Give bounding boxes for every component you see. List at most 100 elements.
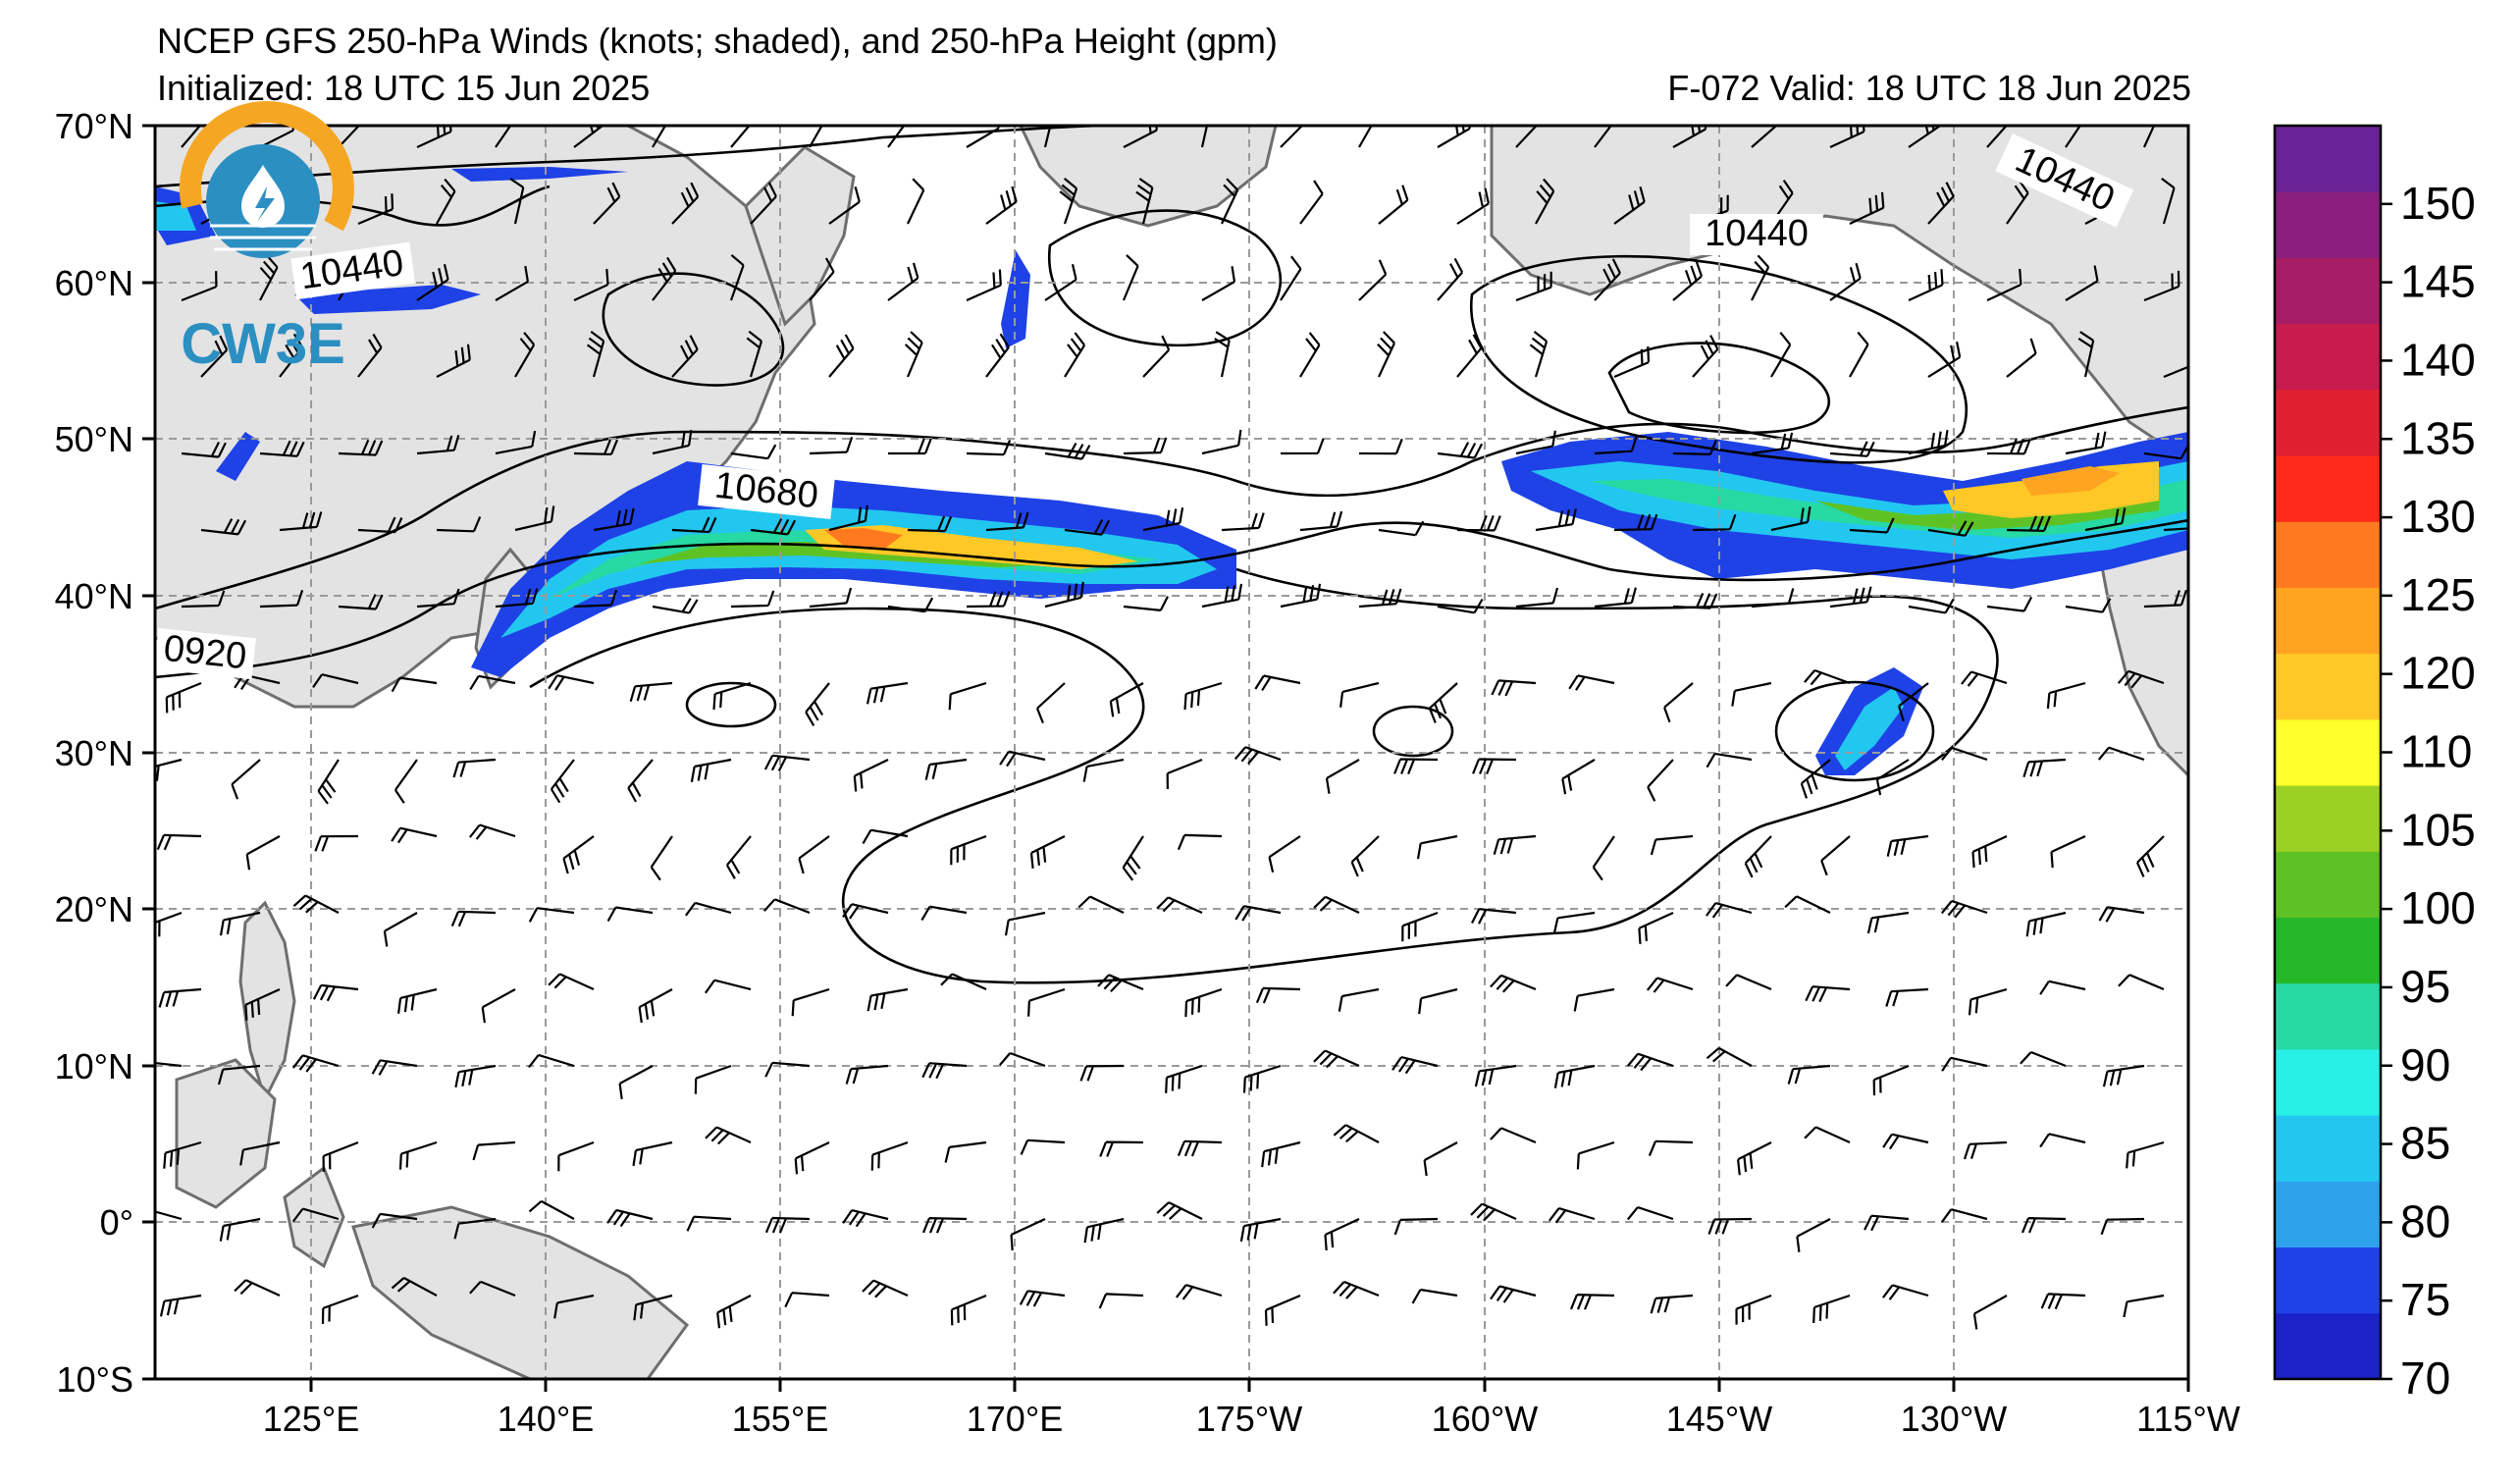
- wind-barb: [2020, 1050, 2067, 1068]
- colorbar-swatch: [2275, 982, 2381, 1050]
- wind-barb: [1177, 1139, 1223, 1157]
- cw3e-logo: CW3E: [179, 101, 354, 376]
- wind-barb: [1418, 987, 1458, 1015]
- wind-barb: [985, 511, 1029, 532]
- wind-barb: [452, 758, 497, 778]
- wind-barb: [391, 1277, 438, 1297]
- wind-barb: [155, 758, 183, 781]
- wind-barb: [1471, 908, 1517, 925]
- wind-barb: [1515, 271, 1552, 302]
- wind-barb: [200, 335, 229, 378]
- wind-barb: [1064, 518, 1111, 536]
- wind-barb: [1751, 432, 1794, 455]
- wind-barb: [1378, 520, 1425, 537]
- wind-barb: [950, 834, 987, 866]
- wind-barb: [1493, 834, 1537, 856]
- wind-barb: [1882, 1284, 1929, 1300]
- wind-barb: [1044, 264, 1077, 301]
- wind-barb: [809, 587, 853, 609]
- wind-barb: [2098, 906, 2145, 923]
- wind-barb: [725, 835, 752, 879]
- wind-barb: [1261, 1140, 1301, 1168]
- wind-barb: [1437, 126, 1471, 148]
- wind-barb: [1770, 332, 1792, 378]
- wind-barb: [159, 1294, 202, 1317]
- lat-label: 0°: [100, 1202, 133, 1243]
- wind-barb: [1646, 977, 1694, 993]
- wind-barb: [924, 758, 968, 780]
- wind-barb: [1796, 1218, 1831, 1252]
- wind-barb: [1804, 1126, 1851, 1144]
- wind-barb: [985, 185, 1018, 225]
- colorbar-tick-label: 125: [2400, 569, 2476, 620]
- wind-barb: [690, 758, 732, 782]
- wind-barb: [1908, 430, 1949, 455]
- wind-barb: [764, 1216, 811, 1234]
- wind-barb: [1177, 833, 1223, 851]
- wind-barb: [1490, 974, 1537, 993]
- wind-barb: [1800, 759, 1831, 799]
- wind-barb: [1986, 596, 2033, 612]
- wind-barb: [784, 1292, 830, 1308]
- wind-barb: [1866, 911, 1910, 934]
- wind-barb: [1099, 1140, 1144, 1157]
- colorbar-tick-label: 80: [2400, 1195, 2450, 1246]
- wind-barb: [1568, 674, 1615, 691]
- wind-barb: [181, 590, 226, 609]
- wind-barb: [1725, 974, 1772, 991]
- wind-barb: [2046, 681, 2086, 710]
- wind-barb: [279, 333, 304, 378]
- wind-barb: [1627, 1052, 1674, 1072]
- wind-barb: [1849, 331, 1869, 378]
- wind-barb: [2143, 270, 2180, 302]
- wind-barb: [1083, 1217, 1125, 1244]
- wind-barb: [1613, 186, 1646, 225]
- wind-barb: [371, 1059, 418, 1076]
- wind-barb: [436, 178, 456, 225]
- wind-barb: [730, 444, 777, 460]
- wind-barb: [1829, 262, 1862, 301]
- wind-barb: [453, 1217, 497, 1240]
- wind-barb: [966, 269, 1002, 302]
- lon-label: 145°W: [1666, 1399, 1772, 1439]
- wind-barb: [1576, 1140, 1615, 1170]
- wind-barb: [1594, 126, 1613, 148]
- wind-barb: [1553, 1064, 1596, 1088]
- colorbar-tick-label: 100: [2400, 882, 2476, 933]
- wind-barb: [1961, 670, 2008, 687]
- wind-barb: [809, 126, 823, 148]
- wind-barb: [1594, 436, 1638, 455]
- lat-label: 50°N: [55, 419, 133, 459]
- lon-label: 115°W: [2136, 1399, 2240, 1439]
- wind-barb: [652, 256, 677, 301]
- wind-barb: [1663, 682, 1694, 723]
- colorbar-swatch: [2275, 917, 2381, 984]
- wind-barb: [1299, 510, 1343, 532]
- wind-barb: [259, 440, 305, 457]
- wind-barb: [1672, 126, 1707, 148]
- wind-barb: [436, 516, 482, 533]
- wind-barb: [181, 442, 227, 458]
- wind-barb: [650, 835, 673, 881]
- wind-barb: [1706, 1046, 1753, 1067]
- wind-barb: [2084, 507, 2126, 532]
- wind-barb: [1829, 586, 1872, 609]
- chart-title: NCEP GFS 250-hPa Winds (knots; shaded), …: [157, 21, 1278, 61]
- wind-barb: [312, 673, 359, 689]
- wind-barb: [1986, 126, 2009, 148]
- wind-barb: [1299, 180, 1324, 225]
- colorbar-tick-label: 135: [2400, 412, 2476, 463]
- wind-barb: [904, 331, 923, 378]
- wind-barb: [573, 439, 619, 455]
- wind-barb: [156, 833, 202, 851]
- wind-barb: [1940, 899, 1988, 919]
- wind-barb: [469, 674, 516, 690]
- contour-label: 10440: [1705, 213, 1809, 254]
- wind-barb: [312, 983, 359, 1002]
- wind-barb: [704, 979, 752, 994]
- colorbar: 70 75 80 85 90 95 100 105 110 120 125 130 135 140 145 1…: [2273, 124, 2476, 1404]
- wind-barb: [652, 598, 699, 614]
- wind-barb: [1437, 257, 1464, 301]
- wind-barb: [383, 912, 418, 947]
- wind-barb: [450, 910, 497, 927]
